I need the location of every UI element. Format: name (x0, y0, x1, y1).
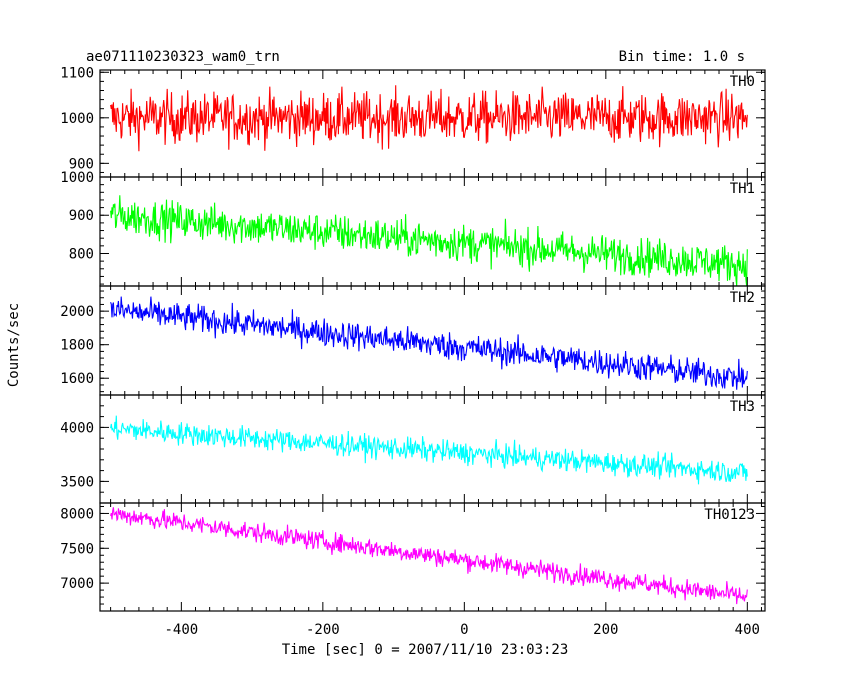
panel-label-th1: TH1 (730, 181, 755, 197)
panel-frame-th2 (99, 285, 766, 396)
y-tick-label: 1100 (60, 65, 94, 81)
x-tick-label: 400 (735, 622, 760, 638)
series-line-th1 (110, 195, 748, 287)
y-tick-label: 1600 (60, 371, 94, 387)
series-line-th0 (110, 85, 748, 152)
y-tick-label: 1000 (60, 170, 94, 186)
y-tick-label: 7500 (60, 541, 94, 557)
series-line-th3 (110, 415, 748, 485)
chart-title: ae071110230323_wam0_trn (86, 49, 280, 65)
y-tick-label: 2000 (60, 304, 94, 320)
y-tick-label: 900 (69, 208, 94, 224)
y-tick-label: 900 (69, 156, 94, 172)
series-line-th2 (110, 296, 748, 390)
y-tick-label: 7000 (60, 576, 94, 592)
y-tick-label: 1800 (60, 338, 94, 354)
panel-frame-th0123 (99, 502, 766, 612)
y-tick-label: 1000 (60, 111, 94, 127)
y-tick-label: 4000 (60, 420, 94, 436)
x-tick-label: 0 (460, 622, 468, 638)
panel-label-th3: TH3 (730, 399, 755, 415)
panel-label-th0123: TH0123 (704, 507, 755, 523)
y-axis-label: Counts/sec (6, 303, 22, 387)
x-tick-label: -400 (164, 622, 198, 638)
x-tick-label: 200 (593, 622, 618, 638)
series-line-th0123 (110, 507, 748, 605)
x-axis-label: Time [sec] 0 = 2007/11/10 23:03:23 (282, 642, 569, 658)
panel-label-th2: TH2 (730, 290, 755, 306)
x-tick-label: -200 (306, 622, 340, 638)
bin-time-label: Bin time: 1.0 s (619, 49, 745, 65)
y-tick-label: 3500 (60, 474, 94, 490)
y-tick-label: 800 (69, 246, 94, 262)
y-tick-label: 8000 (60, 506, 94, 522)
panel-label-th0: TH0 (730, 74, 755, 90)
